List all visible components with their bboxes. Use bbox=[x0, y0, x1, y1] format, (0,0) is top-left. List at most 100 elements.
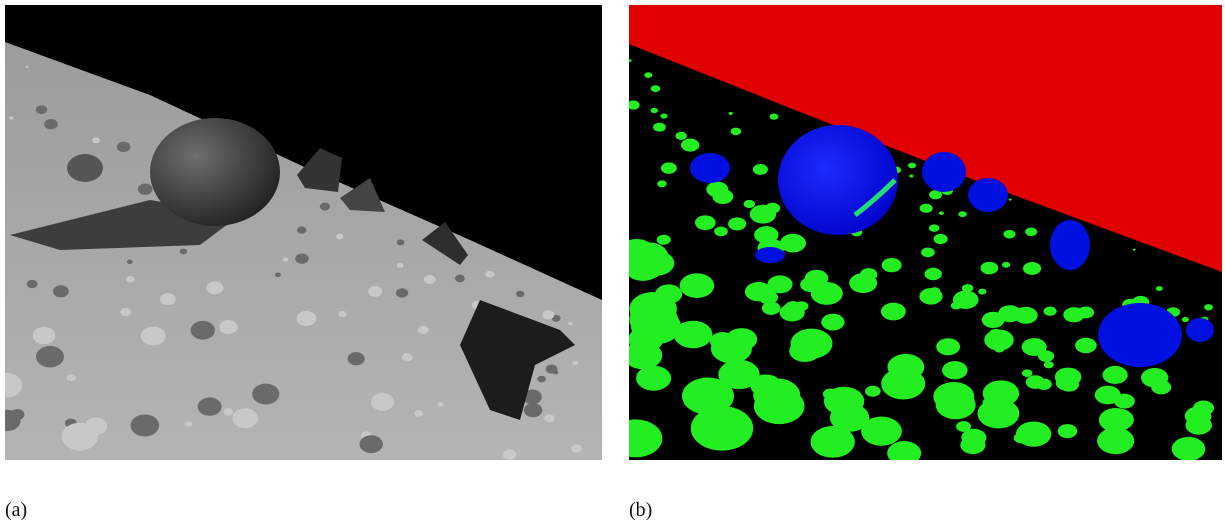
pebble bbox=[185, 421, 192, 427]
terrain-mask-blob bbox=[821, 314, 844, 331]
pebble bbox=[126, 276, 134, 282]
terrain-mask-blob bbox=[729, 112, 733, 115]
rock bbox=[67, 154, 103, 182]
terrain-mask-blob bbox=[609, 419, 662, 457]
terrain-mask-blob bbox=[636, 366, 671, 391]
terrain-mask-blob bbox=[1058, 424, 1078, 438]
terrain-mask-blob bbox=[789, 340, 820, 362]
terrain-mask-blob bbox=[989, 329, 1002, 338]
pebble bbox=[295, 253, 308, 263]
terrain-mask-blob bbox=[1102, 366, 1127, 384]
terrain-mask-blob bbox=[1003, 230, 1015, 239]
terrain-mask-blob bbox=[1022, 338, 1047, 356]
pebble bbox=[141, 327, 166, 346]
terrain-mask-blob bbox=[1156, 286, 1163, 291]
rock-mask bbox=[922, 152, 966, 192]
pebble bbox=[232, 408, 258, 428]
pebble bbox=[402, 353, 413, 361]
terrain-mask-blob bbox=[1204, 304, 1213, 310]
pebble bbox=[219, 320, 237, 334]
terrain-mask-blob bbox=[744, 200, 755, 208]
pebble bbox=[252, 384, 279, 405]
terrain-mask-blob bbox=[998, 305, 1022, 322]
pebble bbox=[131, 414, 160, 436]
terrain-mask-blob bbox=[1099, 408, 1133, 432]
terrain-mask-blob bbox=[653, 123, 666, 132]
terrain-mask-blob bbox=[759, 290, 779, 304]
terrain-mask-blob bbox=[1055, 368, 1082, 387]
pebble bbox=[371, 393, 394, 411]
boulder-mask bbox=[778, 125, 898, 235]
pebble bbox=[127, 260, 133, 265]
terrain-mask-blob bbox=[628, 59, 632, 62]
terrain-mask-blob bbox=[887, 441, 921, 465]
terrain-mask-blob bbox=[1075, 338, 1097, 353]
panel-b-image bbox=[609, 5, 1222, 465]
terrain-mask-blob bbox=[881, 368, 925, 399]
terrain-mask-blob bbox=[1044, 361, 1054, 368]
terrain-mask-blob bbox=[750, 374, 781, 396]
terrain-mask-blob bbox=[942, 361, 968, 379]
terrain-mask-blob bbox=[909, 174, 913, 177]
terrain-mask-blob bbox=[650, 108, 658, 113]
pebble bbox=[437, 402, 443, 407]
terrain-mask-blob bbox=[657, 235, 671, 245]
pebble bbox=[503, 449, 517, 460]
terrain-mask-blob bbox=[1151, 380, 1171, 394]
rock-mask bbox=[690, 153, 730, 183]
terrain-mask-blob bbox=[627, 100, 640, 109]
terrain-mask-blob bbox=[1185, 406, 1212, 425]
pebble bbox=[36, 346, 64, 367]
pebble bbox=[62, 423, 98, 451]
pebble bbox=[368, 286, 382, 297]
terrain-mask-blob bbox=[674, 321, 713, 349]
terrain-mask-blob bbox=[958, 211, 966, 217]
terrain-mask-blob bbox=[994, 345, 1004, 352]
pebble bbox=[516, 291, 524, 297]
terrain-mask-blob bbox=[908, 163, 916, 169]
terrain-mask-blob bbox=[1182, 317, 1189, 322]
terrain-mask-blob bbox=[780, 234, 806, 253]
terrain-mask-blob bbox=[728, 217, 746, 230]
pebble bbox=[33, 327, 55, 344]
terrain-mask-blob bbox=[1063, 307, 1084, 322]
panel-caption: (a) bbox=[5, 499, 27, 521]
pebble bbox=[418, 326, 429, 334]
terrain-mask-blob bbox=[644, 72, 652, 78]
pebble bbox=[160, 293, 176, 305]
pebble bbox=[283, 257, 289, 261]
pebble bbox=[275, 272, 281, 277]
terrain-mask-blob bbox=[680, 273, 715, 298]
terrain-mask-blob bbox=[983, 397, 1000, 409]
terrain-mask-blob bbox=[706, 182, 728, 198]
terrain-mask-blob bbox=[1114, 394, 1135, 409]
panel-a-image bbox=[0, 5, 602, 460]
panel-caption: (b) bbox=[629, 499, 652, 521]
pebble bbox=[572, 361, 578, 366]
pebble bbox=[397, 239, 405, 245]
pebble bbox=[338, 311, 346, 317]
terrain-mask-blob bbox=[1044, 306, 1057, 315]
terrain-mask-blob bbox=[882, 258, 902, 272]
terrain-mask-blob bbox=[795, 301, 809, 311]
terrain-mask-blob bbox=[754, 226, 778, 243]
terrain-mask-blob bbox=[753, 164, 768, 175]
pebble bbox=[180, 249, 187, 255]
terrain-mask-blob bbox=[933, 382, 974, 411]
terrain-mask-blob bbox=[1023, 262, 1041, 275]
rock-mask bbox=[1098, 303, 1182, 367]
pebble bbox=[191, 321, 215, 340]
terrain-mask-blob bbox=[980, 262, 998, 275]
pebble bbox=[36, 105, 47, 114]
pebble bbox=[524, 403, 543, 417]
terrain-mask-blob bbox=[1172, 437, 1206, 461]
pebble bbox=[11, 409, 25, 420]
pebble bbox=[359, 435, 382, 453]
terrain-mask-blob bbox=[1016, 421, 1051, 446]
terrain-mask-blob bbox=[731, 128, 742, 136]
boulder bbox=[150, 118, 280, 226]
pebble bbox=[297, 311, 317, 326]
terrain-mask-blob bbox=[675, 132, 686, 140]
terrain-mask-blob bbox=[929, 224, 940, 232]
terrain-mask-blob bbox=[1002, 262, 1010, 268]
